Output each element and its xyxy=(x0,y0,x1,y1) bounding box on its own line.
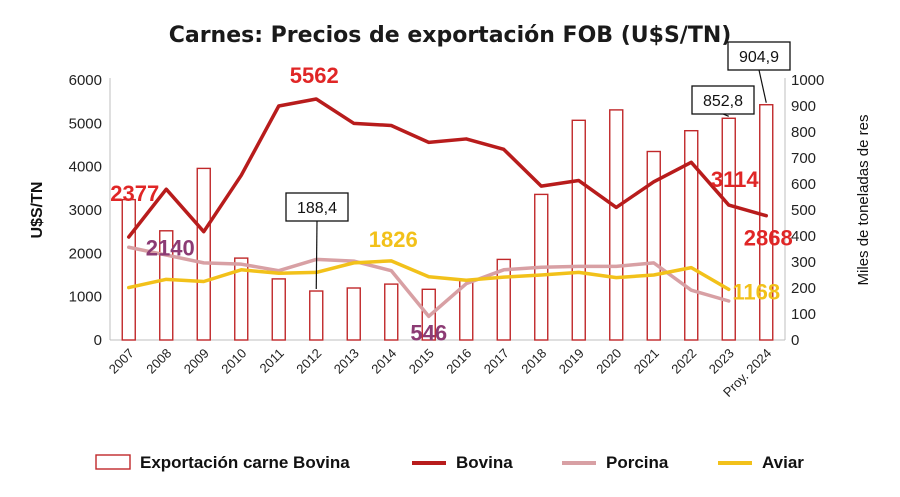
x-tick-label: 2021 xyxy=(631,346,662,377)
x-tick-label: 2007 xyxy=(106,346,137,377)
bar-exportacion xyxy=(121,198,136,341)
y-tick-label-right: 500 xyxy=(791,202,816,219)
x-tick-label: 2018 xyxy=(518,346,549,377)
callout-bar-2023-text: 852,8 xyxy=(703,93,743,110)
label-bovina-2007: 2377 xyxy=(110,181,159,206)
bar-exportacion xyxy=(646,150,661,341)
bar-exportacion xyxy=(609,109,624,341)
callout-bar-2024-text: 904,9 xyxy=(739,49,779,66)
legend-label-exportacion: Exportación carne Bovina xyxy=(140,453,350,472)
x-tick-label: 2014 xyxy=(368,346,399,377)
legend-label-aviar: Aviar xyxy=(762,453,804,472)
x-tick-label: 2022 xyxy=(668,346,699,377)
callout-bar-2012-leader xyxy=(315,220,318,290)
x-tick-label: 2012 xyxy=(293,346,324,377)
bar-exportacion xyxy=(196,167,211,341)
label-bovina-2023: 3114 xyxy=(711,167,759,192)
label-bovina-2024: 2868 xyxy=(744,226,793,251)
x-tick-label: 2016 xyxy=(443,346,474,377)
y-tick-label-left: 6000 xyxy=(69,72,102,89)
callout-bar-2012-text: 188,4 xyxy=(297,200,337,217)
y-tick-label-right: 100 xyxy=(791,306,816,323)
y-tick-label-right: 1000 xyxy=(791,72,824,89)
legend-swatch-exportacion xyxy=(95,454,131,470)
y-tick-label-right: 600 xyxy=(791,176,816,193)
label-aviar-max: 1826 xyxy=(369,227,418,252)
labels-group: 2377 5562 3114 2868 2140 546 1826 1168 188,4 852,… xyxy=(110,41,793,345)
y-axis-title: U$S/TN xyxy=(29,182,46,239)
x-tick-label: 2013 xyxy=(331,346,362,377)
line-aviar xyxy=(127,259,731,292)
callout-bar-2023-box xyxy=(691,85,755,115)
label-bovina-max: 5562 xyxy=(290,63,339,88)
bar-exportacion xyxy=(346,287,361,341)
bar-exportacion xyxy=(234,257,249,341)
legend: Exportación carne Bovina Bovina Porcina Avi… xyxy=(95,453,804,472)
line-bovina xyxy=(127,97,768,239)
bar-exportacion xyxy=(759,104,774,341)
y2-axis-title: Miles de toneladas de res xyxy=(855,115,872,286)
y-tick-label-left: 4000 xyxy=(69,159,102,176)
x-tick-label: 2009 xyxy=(181,346,212,377)
x-tick-label: 2011 xyxy=(256,346,286,376)
x-tick-label: 2008 xyxy=(143,346,174,377)
callout-bar-2024-leader xyxy=(758,69,767,103)
x-tick-label: 2019 xyxy=(556,346,587,377)
y-tick-label-left: 5000 xyxy=(69,115,102,132)
x-tick-label: 2020 xyxy=(593,346,624,377)
lines-group xyxy=(127,97,768,319)
label-aviar-2023: 1168 xyxy=(732,279,780,304)
label-porcina-min: 546 xyxy=(410,320,447,345)
label-porcina-2007: 2140 xyxy=(146,235,195,260)
callout-bar-2024-box xyxy=(727,41,791,71)
bar-exportacion xyxy=(271,278,286,341)
bar-exportacion xyxy=(571,119,586,341)
y-tick-label-right: 900 xyxy=(791,98,816,115)
y-tick-label-left: 3000 xyxy=(69,202,102,219)
y-tick-label-right: 300 xyxy=(791,254,816,271)
callout-bar-2012-box xyxy=(285,192,349,222)
y-tick-label-left: 1000 xyxy=(69,289,102,306)
y-tick-label-right: 400 xyxy=(791,228,816,245)
x-tick-label: 2017 xyxy=(481,346,512,377)
bar-exportacion xyxy=(384,283,399,341)
line-porcina xyxy=(127,245,731,319)
y-tick-label-right: 0 xyxy=(791,332,799,349)
legend-label-porcina: Porcina xyxy=(606,453,669,472)
x-tick-label: 2015 xyxy=(406,346,437,377)
y-tick-label-right: 700 xyxy=(791,150,816,167)
y-tick-label-right: 800 xyxy=(791,124,816,141)
bar-exportacion xyxy=(159,230,174,341)
y-tick-label-left: 0 xyxy=(94,332,102,349)
bar-exportacion xyxy=(721,117,736,341)
bar-exportacion xyxy=(496,258,511,341)
y-tick-label-left: 2000 xyxy=(69,245,102,262)
bar-exportacion xyxy=(309,290,324,341)
x-tick-label: 2010 xyxy=(218,346,249,377)
chart-title: Carnes: Precios de exportación FOB (U$S/… xyxy=(169,23,732,48)
y-tick-label-right: 200 xyxy=(791,280,816,297)
legend-label-bovina: Bovina xyxy=(456,453,513,472)
x-tick-label: 2023 xyxy=(706,346,737,377)
